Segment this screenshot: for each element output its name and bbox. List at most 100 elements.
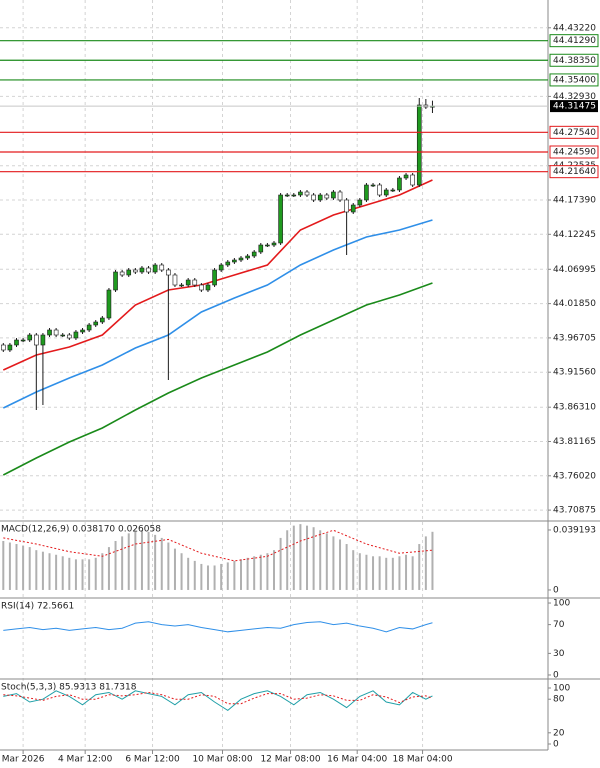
candle-body <box>20 339 26 342</box>
candle-body <box>350 204 356 213</box>
candle-body <box>403 174 409 179</box>
y-tick-label: 0 <box>553 670 559 680</box>
level-label-box <box>549 165 599 179</box>
level-label-box <box>549 145 599 159</box>
candle-body <box>152 264 158 273</box>
candle-body <box>271 242 277 246</box>
candle-body <box>7 344 13 351</box>
candle-body <box>370 184 376 187</box>
y-tick-label: 20 <box>553 728 565 738</box>
candle-body <box>311 194 316 201</box>
indicator-line <box>3 690 433 712</box>
candle-body <box>159 264 165 271</box>
candle-body <box>364 184 369 201</box>
y-tick-label: 44.32930 <box>553 92 596 102</box>
candle-body <box>410 174 415 186</box>
level-label-box <box>549 53 599 67</box>
candle-body <box>265 244 270 247</box>
y-tick-label: 43.91560 <box>553 368 596 378</box>
candle-body <box>119 271 125 276</box>
candle-body <box>80 329 85 333</box>
last-price-box <box>550 100 598 113</box>
candle-body <box>317 194 323 201</box>
candle-body <box>304 191 310 196</box>
last-price-label: 44.31475 <box>553 102 596 112</box>
candle-body <box>73 331 79 339</box>
indicator-line <box>2 179 433 371</box>
level-label: 44.41290 <box>553 36 596 46</box>
candle-body <box>331 191 336 199</box>
x-tick-label: Mar 2026 <box>2 755 45 765</box>
candle-body <box>298 191 303 196</box>
candle-body <box>133 269 138 273</box>
candle-body <box>60 334 66 337</box>
indicator-line <box>2 282 433 476</box>
candle-body <box>192 279 198 286</box>
candle-body <box>390 189 396 192</box>
y-tick-label: 44.01850 <box>553 299 596 309</box>
candle-body <box>53 329 59 336</box>
candle-body <box>1 344 6 351</box>
candle-body <box>218 264 224 271</box>
indicator-line <box>3 621 433 633</box>
candle-body <box>284 194 290 197</box>
y-tick-label: 70 <box>553 620 565 630</box>
y-tick-label: 44.17390 <box>553 196 596 206</box>
candle-body <box>179 284 184 287</box>
y-tick-label: 0 <box>553 740 559 750</box>
x-tick-label: 4 Mar 12:00 <box>58 755 113 765</box>
candle-body <box>278 194 283 244</box>
y-tick-label: 43.76020 <box>553 471 596 481</box>
y-tick-label: 44.06995 <box>553 265 596 275</box>
candle-body <box>416 104 422 186</box>
x-tick-label: 16 Mar 04:00 <box>327 755 387 765</box>
candle-body <box>245 255 250 259</box>
level-label-box <box>549 73 599 87</box>
candle-body <box>238 257 244 261</box>
candle-body <box>258 244 264 253</box>
candle-body <box>383 189 389 196</box>
y-tick-label: 30 <box>553 649 565 659</box>
candle-body <box>113 271 118 291</box>
candle-body <box>205 284 211 291</box>
y-tick-label: 43.96705 <box>553 333 596 343</box>
indicator-line <box>3 529 433 562</box>
candle-body <box>291 194 297 197</box>
x-tick-label: 6 Mar 12:00 <box>125 755 180 765</box>
candle-body <box>34 334 39 346</box>
x-tick-label: 10 Mar 08:00 <box>192 755 252 765</box>
candle-body <box>146 267 151 273</box>
y-tick-label: 80 <box>553 695 565 705</box>
level-label: 44.38350 <box>553 56 596 66</box>
indicator-label: RSI(14) 72.5661 <box>1 602 74 612</box>
candle-body <box>67 334 72 339</box>
level-label: 44.21640 <box>553 167 596 177</box>
candle-body <box>344 199 349 213</box>
candle-body <box>106 289 112 319</box>
indicator-line <box>2 219 433 409</box>
level-label: 44.35400 <box>553 75 596 85</box>
candle-body <box>357 199 363 206</box>
y-tick-label: 44.12245 <box>553 230 596 240</box>
y-tick-label: 43.81165 <box>553 437 596 447</box>
y-tick-label: 100 <box>553 684 570 694</box>
candle-body <box>232 259 237 263</box>
candle-body <box>397 177 402 191</box>
candle-body <box>337 191 343 201</box>
candle-body <box>172 274 178 286</box>
indicator-label: MACD(12,26,9) 0.038170 0.026058 <box>1 525 161 535</box>
y-tick-label: 0 <box>553 585 559 595</box>
candle-body <box>126 269 132 276</box>
candle-body <box>251 251 257 257</box>
candle-body <box>166 269 171 276</box>
indicator-label: Stoch(5,3,3) 85.9313 81.7318 <box>1 683 137 693</box>
level-label: 44.27540 <box>553 128 596 138</box>
candle-body <box>93 321 99 326</box>
candle-body <box>86 324 92 331</box>
level-label-box <box>549 125 599 139</box>
level-label: 44.24590 <box>553 148 596 158</box>
y-tick-label: 100 <box>553 599 570 609</box>
x-tick-label: 18 Mar 04:00 <box>393 755 453 765</box>
